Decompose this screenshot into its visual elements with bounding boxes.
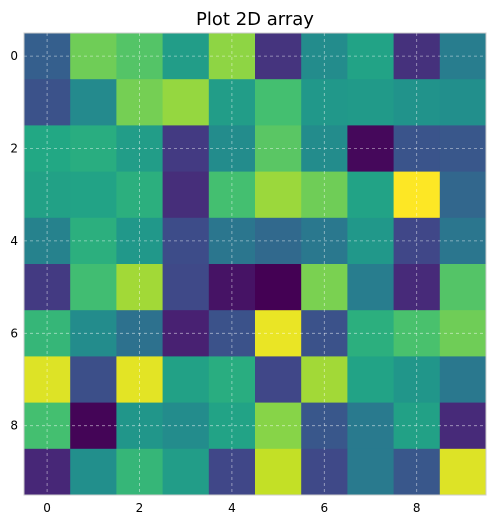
heatmap-cell	[70, 79, 117, 126]
plot-frame	[23, 32, 487, 496]
y-tick-label: 0	[10, 49, 18, 63]
heatmap-cell	[255, 264, 302, 311]
x-tick-label: 2	[136, 501, 144, 515]
heatmap-cell	[439, 79, 487, 126]
heatmap-cell	[255, 448, 302, 496]
heatmap-cell	[347, 264, 395, 311]
heatmap-cell	[347, 171, 395, 219]
heatmap-cell	[162, 448, 210, 496]
heatmap-cell	[162, 79, 210, 126]
heatmap-cell	[255, 356, 302, 404]
y-tick-label: 6	[10, 326, 18, 340]
heatmap-cell	[347, 448, 395, 496]
x-axis: 0 2 4 6 8	[43, 501, 420, 515]
chart-title: Plot 2D array	[196, 9, 314, 30]
y-tick-label: 8	[10, 419, 18, 433]
y-tick-label: 2	[10, 142, 18, 156]
heatmap-cell	[162, 356, 210, 404]
heatmap-cell	[162, 264, 210, 311]
heatmap-cells	[24, 33, 487, 496]
heatmap-cell	[162, 171, 210, 219]
heatmap-cell	[70, 448, 117, 496]
heatmap-cell	[70, 264, 117, 311]
x-tick-label: 4	[228, 501, 236, 515]
y-axis: 0 2 4 6 8	[10, 49, 18, 433]
heatmap-cell	[439, 356, 487, 404]
heatmap-cell	[347, 356, 395, 404]
heatmap-cell	[439, 264, 487, 311]
heatmap-cell	[347, 79, 395, 126]
heatmap-cell	[255, 171, 302, 219]
x-tick-label: 0	[43, 501, 51, 515]
heatmap-cell	[439, 171, 487, 219]
heatmap-cell	[255, 79, 302, 126]
heatmap-cell	[70, 171, 117, 219]
heatmap-cell	[70, 356, 117, 404]
x-tick-label: 8	[413, 501, 421, 515]
x-tick-label: 6	[320, 501, 328, 515]
y-tick-label: 4	[10, 234, 18, 248]
heatmap-cell	[439, 448, 487, 496]
grid-lines	[24, 33, 486, 495]
